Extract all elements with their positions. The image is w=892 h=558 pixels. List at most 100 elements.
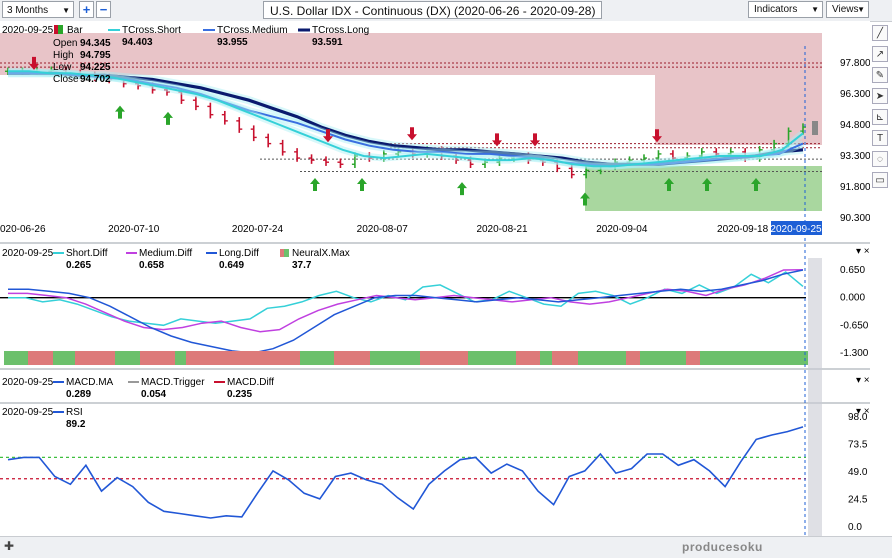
neural-segment xyxy=(640,351,686,365)
current-date-badge xyxy=(771,221,822,235)
neural-segment xyxy=(75,351,115,365)
indicators-dropdown[interactable]: Indicators ▼ xyxy=(748,1,823,18)
diff-y-tick: 0.000 xyxy=(840,293,865,304)
text-tool-icon[interactable]: T xyxy=(872,130,888,146)
rsi-y-tick: 73.5 xyxy=(848,440,868,451)
buy-arrow-icon xyxy=(310,178,320,191)
rsi-panel-close-icon[interactable]: ▾ × xyxy=(856,406,870,417)
rsi-y-tick: 24.5 xyxy=(848,495,868,506)
macd-trigger-label: MACD.Trigger xyxy=(141,377,205,388)
arrow-tool-icon[interactable]: ↗ xyxy=(872,46,888,62)
views-dropdown[interactable]: Views ▼ xyxy=(826,1,869,18)
price-x-tick: 2020-09-18 xyxy=(717,224,769,235)
high-value: 94.795 xyxy=(80,50,111,61)
period-select[interactable]: 3 Months ▼ xyxy=(2,1,74,18)
bottom-bar: ✚ producesoku xyxy=(0,536,892,558)
zoom-out-button[interactable]: − xyxy=(96,1,111,18)
rsi-y-tick: 98.0 xyxy=(848,412,868,423)
long-legend-label: TCross.Long xyxy=(312,25,369,36)
neural-segment xyxy=(53,351,75,365)
rsi-y-tick: 0.0 xyxy=(848,522,862,533)
rsi-panel: 2020-09-25 RSI 89.2 ▾ × 98.0 73.5 49.0 24.5… xyxy=(0,404,870,536)
close-value: 94.702 xyxy=(80,74,111,85)
views-label: Views xyxy=(832,4,859,15)
neural-segment xyxy=(420,351,468,365)
neural-segment xyxy=(468,351,516,365)
short-diff-value: 0.265 xyxy=(66,260,91,271)
macd-diff-value: 0.235 xyxy=(227,389,252,400)
price-x-tick: 2020-09-04 xyxy=(596,224,648,235)
buy-arrow-icon xyxy=(115,105,125,119)
long-diff-label: Long.Diff xyxy=(219,248,259,259)
buy-arrow-icon xyxy=(580,192,590,206)
long-diff-line xyxy=(8,269,804,354)
add-panel-icon[interactable]: ✚ xyxy=(4,539,15,553)
diff-y-tick: -1.300 xyxy=(840,348,869,359)
macd-trigger-value: 0.054 xyxy=(141,389,166,400)
bar-legend-label: Bar xyxy=(67,25,83,36)
sell-arrow-icon xyxy=(323,129,333,143)
sell-arrow-icon xyxy=(530,133,540,147)
chart-canvas[interactable]: 97.800 96.300 94.800 93.300 91.800 90.300 202… xyxy=(0,21,870,536)
macd-panel-bg xyxy=(0,370,870,402)
neural-segment xyxy=(140,351,175,365)
buy-arrow-icon xyxy=(751,178,761,191)
diff-legend-date: 2020-09-25 xyxy=(2,248,54,259)
zoom-in-button[interactable]: + xyxy=(79,1,94,18)
close-label: Close xyxy=(53,74,79,85)
price-x-tick: 2020-06-26 xyxy=(0,224,46,235)
price-scroll-handle[interactable] xyxy=(812,121,818,135)
macd-legend-date: 2020-09-25 xyxy=(2,377,54,388)
rsi-label: RSI xyxy=(66,407,83,418)
neural-segment xyxy=(334,351,370,365)
indicators-label: Indicators xyxy=(754,4,798,15)
neural-segment xyxy=(516,351,540,365)
price-y-tick: 91.800 xyxy=(840,182,870,193)
neural-segment xyxy=(186,351,300,365)
chart-title: U.S. Dollar IDX - Continuous (DX) (2020-… xyxy=(263,1,603,19)
diff-panel-close-icon[interactable]: ▾ × xyxy=(856,246,870,257)
diff-panel: 2020-09-25 Short.Diff 0.265 Medium.Diff … xyxy=(0,244,870,370)
neural-segment xyxy=(540,351,552,365)
price-legend-date: 2020-09-25 xyxy=(2,25,54,36)
neural-segment xyxy=(4,351,28,365)
buy-arrow-icon xyxy=(664,178,674,191)
neural-segment xyxy=(115,351,140,365)
fib-tool-icon[interactable]: ⊾ xyxy=(872,109,888,125)
sell-arrow-icon xyxy=(407,127,417,141)
note-tool-icon[interactable]: ▭ xyxy=(872,172,888,188)
neural-segment xyxy=(370,351,420,365)
sell-arrow-icon xyxy=(29,56,39,70)
long-legend-value: 93.591 xyxy=(312,37,343,48)
macd-ma-label: MACD.MA xyxy=(66,377,114,388)
medium-diff-value: 0.658 xyxy=(139,260,164,271)
price-y-tick: 93.300 xyxy=(840,151,870,162)
sell-arrow-icon xyxy=(492,133,502,147)
neural-swatch-icon xyxy=(280,249,289,257)
rsi-y-tick: 49.0 xyxy=(848,467,868,478)
pencil-tool-icon[interactable]: ✎ xyxy=(872,67,888,83)
rsi-line xyxy=(7,426,804,519)
chevron-down-icon: ▼ xyxy=(62,6,70,15)
short-diff-label: Short.Diff xyxy=(66,248,108,259)
shape-tool-icon[interactable]: ◌ xyxy=(872,151,888,167)
buy-arrow-icon xyxy=(163,111,173,125)
drawing-tools: ╱ ↗ ✎ ➤ ⊾ T ◌ ▭ xyxy=(870,22,892,193)
price-y-tick: 90.300 xyxy=(840,213,870,224)
line-tool-icon[interactable]: ╱ xyxy=(872,25,888,41)
bar-swatch-icon xyxy=(54,25,63,34)
upper-zone-top xyxy=(0,33,822,75)
rsi-legend-date: 2020-09-25 xyxy=(2,407,54,418)
macd-ma-value: 0.289 xyxy=(66,389,91,400)
low-label: Low xyxy=(53,62,72,73)
tcross-short-line xyxy=(8,70,804,168)
macd-panel: 2020-09-25 MACD.MA 0.289 MACD.Trigger 0.… xyxy=(0,370,870,404)
bar-swatch-down-icon xyxy=(54,25,58,34)
cursor-tool-icon[interactable]: ➤ xyxy=(872,88,888,104)
sell-arrow-icon xyxy=(652,129,662,143)
medium-legend-value: 93.955 xyxy=(217,37,248,48)
macd-panel-close-icon[interactable]: ▾ × xyxy=(856,375,870,386)
short-legend-value: 94.403 xyxy=(122,37,153,48)
high-label: High xyxy=(53,50,74,61)
lower-zone xyxy=(585,166,822,211)
